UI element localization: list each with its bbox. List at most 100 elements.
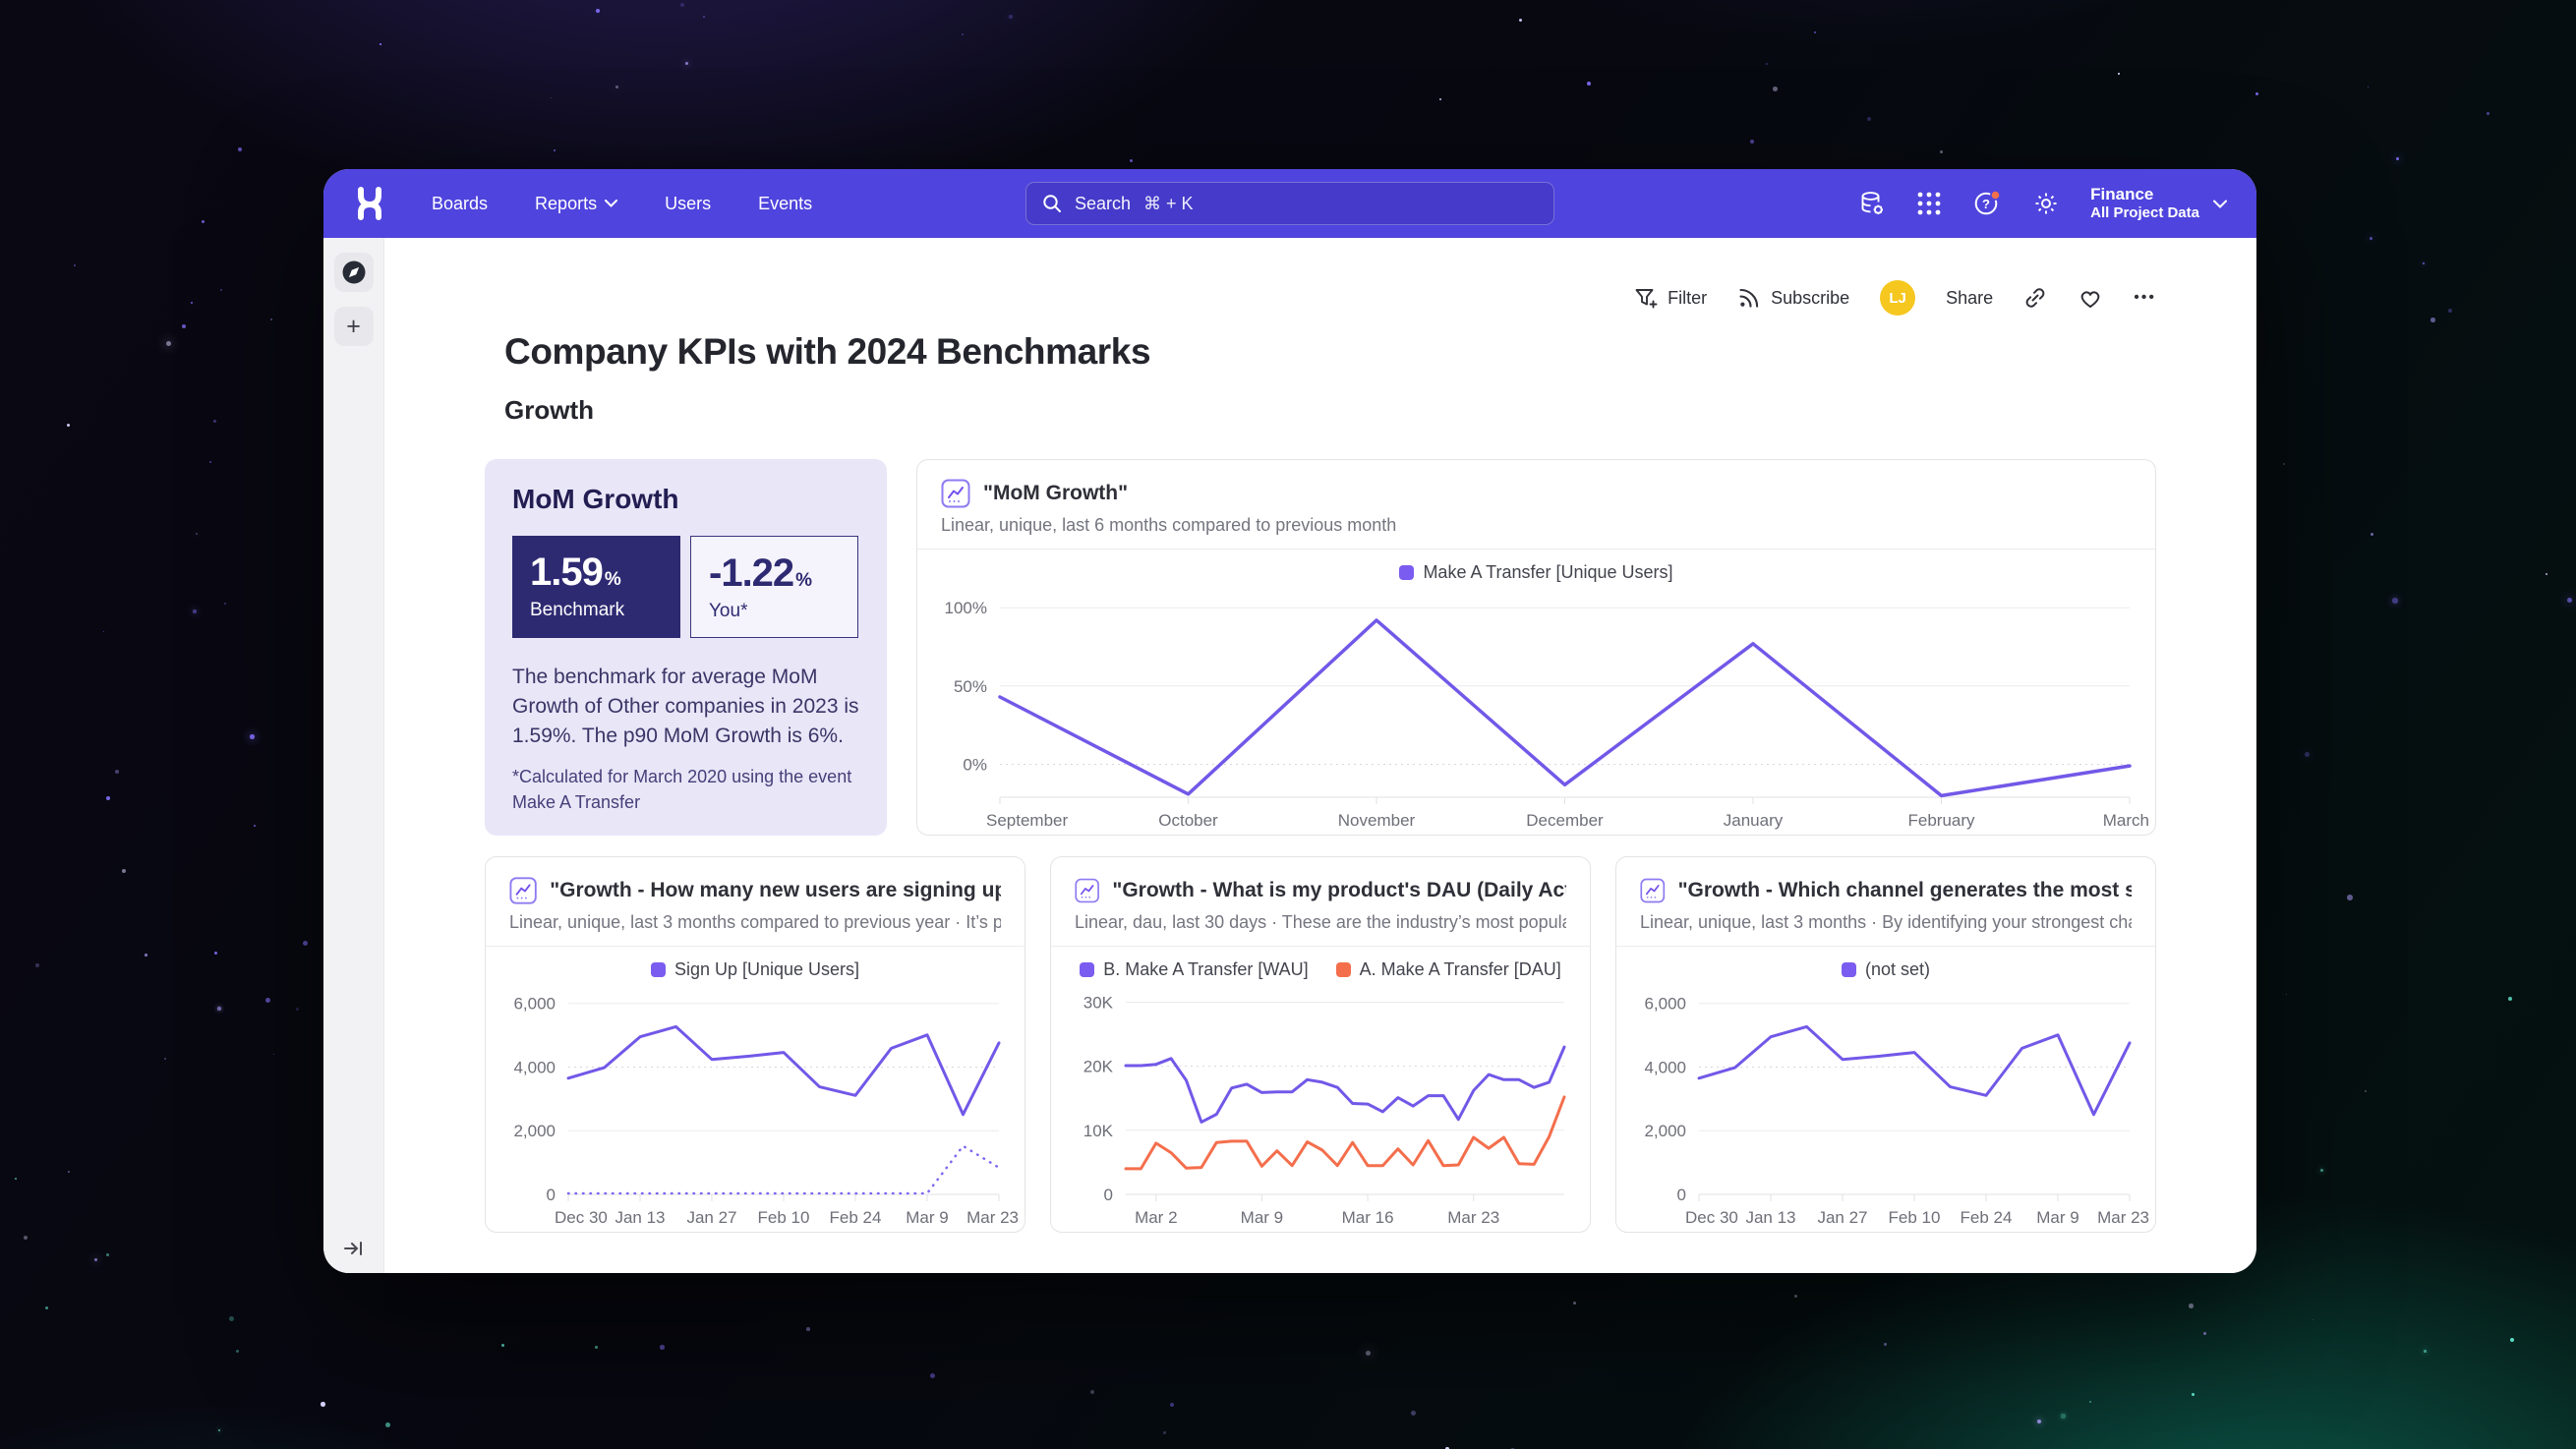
search-icon xyxy=(1043,195,1061,212)
svg-text:0: 0 xyxy=(1677,1186,1686,1204)
ellipsis-icon: ••• xyxy=(2134,289,2156,306)
legend-item[interactable]: Make A Transfer [Unique Users] xyxy=(1399,562,1673,583)
svg-text:Feb 10: Feb 10 xyxy=(758,1208,810,1227)
line-chart-icon xyxy=(509,877,537,904)
legend-item[interactable]: Sign Up [Unique Users] xyxy=(650,959,859,980)
search-input[interactable]: Search ⌘ + K xyxy=(1025,182,1554,225)
svg-text:0: 0 xyxy=(547,1186,556,1204)
avatar[interactable]: LJ xyxy=(1880,280,1916,316)
legend-swatch xyxy=(1841,962,1856,977)
chart-legend: (not set) xyxy=(1626,959,2145,980)
copy-link-button[interactable] xyxy=(2023,286,2047,310)
you-unit: % xyxy=(795,570,813,591)
nav-item-reports[interactable]: Reports xyxy=(535,193,618,214)
nav-item-events[interactable]: Events xyxy=(758,194,812,214)
chart-subtitle: Linear, dau, last 30 days · These are th… xyxy=(1075,912,1566,932)
filter-label: Filter xyxy=(1668,287,1708,308)
nav-item-boards[interactable]: Boards xyxy=(432,194,488,214)
chart-legend: Sign Up [Unique Users] xyxy=(496,959,1015,980)
share-label: Share xyxy=(1946,287,1994,308)
divider xyxy=(917,549,2155,550)
heart-icon xyxy=(2080,291,2100,308)
expand-sidebar-button[interactable] xyxy=(342,1238,366,1259)
svg-text:2,000: 2,000 xyxy=(1644,1122,1686,1140)
chart-svg: 6,000 4,000 2,000 0 Dec 30 Jan 13 Jan 27 Feb 10… xyxy=(1644,995,2149,1227)
chart-title[interactable]: "Growth - Which channel generates the mo… xyxy=(1677,879,2132,901)
section-title: Growth xyxy=(504,395,594,425)
chart-title[interactable]: "Growth - What is my product's DAU (Dail… xyxy=(1112,879,1566,901)
svg-text:6,000: 6,000 xyxy=(1644,995,1686,1014)
svg-text:Mar 2: Mar 2 xyxy=(1135,1208,1177,1227)
chart-card-channels: "Growth - Which channel generates the mo… xyxy=(1615,856,2156,1233)
data-management-icon[interactable] xyxy=(1858,190,1886,217)
chart-plot[interactable]: 6,000 4,000 2,000 0 Dec 30 Jan 13 Jan 27 Feb 10… xyxy=(1616,982,2155,1232)
mixpanel-logo-icon[interactable] xyxy=(353,187,386,220)
svg-text:September: September xyxy=(986,811,1068,830)
legend-swatch xyxy=(1335,962,1351,977)
share-button[interactable]: Share xyxy=(1946,288,1993,309)
chart-title[interactable]: "Growth - How many new users are signing… xyxy=(550,879,1001,901)
legend-item[interactable]: B. Make A Transfer [WAU] xyxy=(1080,959,1309,980)
svg-text:2,000: 2,000 xyxy=(513,1122,556,1140)
line-chart-icon xyxy=(1075,878,1099,903)
benchmark-value: 1.59 xyxy=(530,551,604,594)
chart-legend: B. Make A Transfer [WAU] A. Make A Transf… xyxy=(1061,959,1580,980)
project-switcher[interactable]: Finance All Project Data xyxy=(2090,184,2227,223)
svg-text:20K: 20K xyxy=(1083,1058,1114,1076)
legend-label: B. Make A Transfer [WAU] xyxy=(1103,959,1309,979)
more-options-button[interactable]: ••• xyxy=(2134,289,2156,307)
svg-text:Mar 16: Mar 16 xyxy=(1342,1208,1394,1227)
svg-text:100%: 100% xyxy=(945,599,987,617)
nav-item-users[interactable]: Users xyxy=(665,194,711,214)
svg-text:Mar 23: Mar 23 xyxy=(1447,1208,1499,1227)
nav-item-label: Reports xyxy=(535,193,598,213)
svg-text:February: February xyxy=(1907,811,1975,830)
nav-item-label: Events xyxy=(758,193,813,213)
project-scope: All Project Data xyxy=(2090,204,2199,222)
divider xyxy=(486,946,1025,947)
svg-text:Dec 30: Dec 30 xyxy=(555,1208,608,1227)
chart-title[interactable]: "MoM Growth" xyxy=(983,482,1129,504)
divider xyxy=(1616,946,2155,947)
legend-swatch xyxy=(1080,962,1095,977)
link-icon xyxy=(2025,288,2045,308)
favorite-button[interactable] xyxy=(2078,286,2103,310)
subscribe-button[interactable]: Subscribe xyxy=(1737,286,1849,310)
settings-gear-icon[interactable] xyxy=(2032,190,2060,217)
apps-grid-icon[interactable] xyxy=(1916,191,1942,216)
search-placeholder: Search xyxy=(1075,193,1132,213)
legend-label: Make A Transfer [Unique Users] xyxy=(1423,562,1673,582)
app-body: + Filter xyxy=(323,238,2256,1273)
add-board-button[interactable]: + xyxy=(333,307,374,346)
legend-label: A. Make A Transfer [DAU] xyxy=(1359,959,1561,979)
svg-text:Dec 30: Dec 30 xyxy=(1685,1208,1738,1227)
navbar-right: ? Finance All Project Data xyxy=(1858,184,2227,223)
legend-item[interactable]: (not set) xyxy=(1841,959,1931,980)
chart-plot[interactable]: 100% 50% 0% September October November Decembe… xyxy=(917,585,2155,835)
legend-item[interactable]: A. Make A Transfer [DAU] xyxy=(1335,959,1561,980)
svg-text:Jan 13: Jan 13 xyxy=(615,1208,665,1227)
boards-nav-button[interactable] xyxy=(333,253,374,292)
chevron-down-icon xyxy=(2213,200,2227,208)
svg-text:Jan 13: Jan 13 xyxy=(1745,1208,1795,1227)
chart-svg: 30K 20K 10K 0 Mar 2 Mar 9 Mar 16 Mar 23 xyxy=(1083,994,1566,1227)
filter-icon xyxy=(1635,288,1658,308)
svg-text:December: December xyxy=(1526,811,1604,830)
chart-plot[interactable]: 30K 20K 10K 0 Mar 2 Mar 9 Mar 16 Mar 23 xyxy=(1051,982,1590,1232)
filter-button[interactable]: Filter xyxy=(1634,287,1707,310)
chart-header: "MoM Growth" Linear, unique, last 6 mont… xyxy=(917,460,2155,549)
project-info: Finance All Project Data xyxy=(2090,184,2199,223)
svg-text:4,000: 4,000 xyxy=(1644,1059,1686,1077)
compass-icon xyxy=(342,261,365,284)
app-window: Boards Reports Users Events Search ⌘ + K xyxy=(323,169,2256,1273)
notification-dot xyxy=(1990,190,2002,201)
legend-label: (not set) xyxy=(1864,959,1931,979)
svg-text:4,000: 4,000 xyxy=(513,1059,556,1077)
help-icon[interactable]: ? xyxy=(1972,189,2002,218)
svg-text:March: March xyxy=(2103,811,2149,830)
svg-text:Mar 23: Mar 23 xyxy=(2097,1208,2149,1227)
svg-text:Jan 27: Jan 27 xyxy=(686,1208,736,1227)
sidebar-rail: + xyxy=(323,238,384,1273)
chart-plot[interactable]: 6,000 4,000 2,000 0 Dec 30 Jan 13 Jan 27 Feb 10… xyxy=(486,982,1025,1232)
